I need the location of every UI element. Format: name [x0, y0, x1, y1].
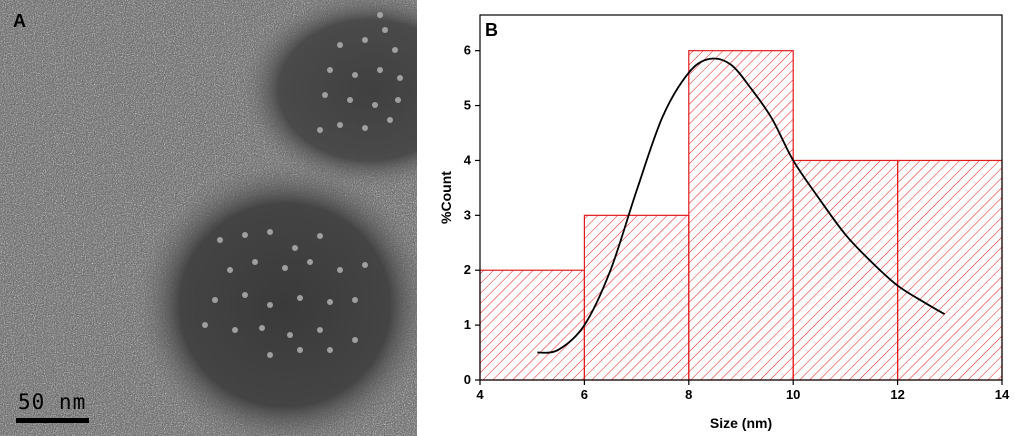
- micelle-top: [240, 0, 417, 190]
- panel-b-label: B: [485, 20, 498, 40]
- x-tick-label: 14: [995, 387, 1010, 402]
- histogram-bar: [479, 269, 586, 381]
- histogram-bar: [792, 159, 899, 381]
- x-tick-label: 10: [786, 387, 800, 402]
- y-tick-label: 6: [464, 43, 471, 58]
- histogram-bar: [583, 214, 690, 381]
- y-tick-label: 2: [464, 262, 471, 277]
- y-axis-label: %Count: [438, 171, 454, 224]
- y-tick-label: 1: [464, 317, 471, 332]
- y-tick-label: 0: [464, 372, 471, 387]
- panel-a-label: A: [13, 11, 26, 31]
- y-tick-label: 3: [464, 207, 471, 222]
- plot-frame: [479, 14, 1003, 381]
- x-tick-label: 12: [890, 387, 904, 402]
- tem-micrograph-panel: A 50 nm: [0, 0, 417, 436]
- histogram-bar: [688, 50, 794, 381]
- y-tick-label: 4: [464, 152, 472, 167]
- histogram-bar: [897, 159, 1003, 381]
- micelle-large: [135, 160, 417, 436]
- y-tick-label: 5: [464, 98, 471, 113]
- tem-micrograph-image: [0, 0, 417, 436]
- x-tick-label: 4: [476, 387, 484, 402]
- x-axis-label: Size (nm): [710, 415, 772, 431]
- gaussian-fit-curve: [537, 57, 946, 354]
- scale-bar-label: 50 nm: [18, 390, 87, 414]
- x-tick-label: 6: [581, 387, 588, 402]
- scale-bar: [16, 418, 89, 423]
- x-tick-label: 8: [685, 387, 692, 402]
- nanoparticles: [202, 12, 403, 358]
